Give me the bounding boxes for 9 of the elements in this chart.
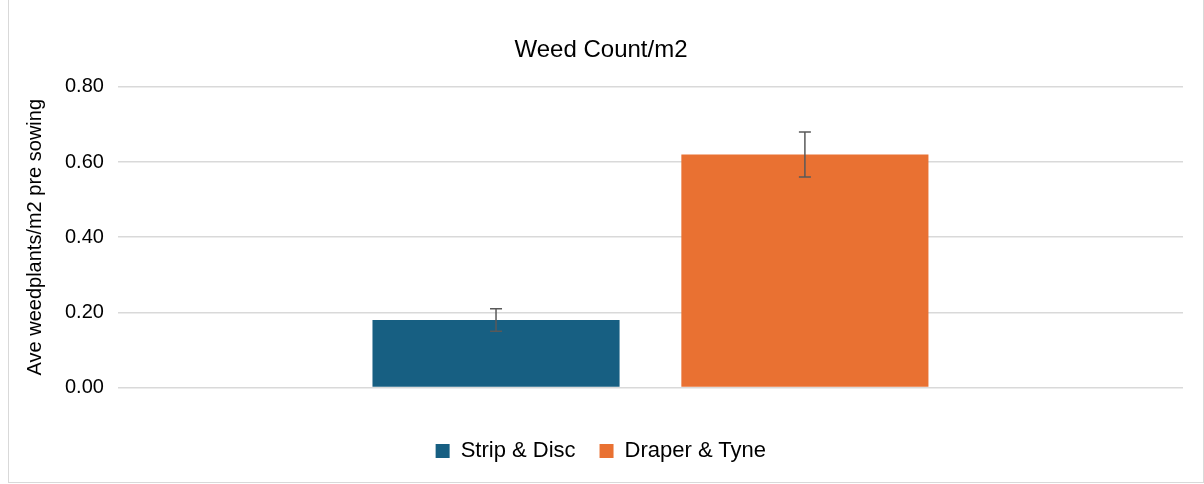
y-tick-label: 0.20 — [64, 299, 104, 322]
chart-title: Weed Count/m2 — [514, 35, 688, 63]
legend-label: Draper & Tyne — [624, 437, 766, 463]
y-tick-label: 0.40 — [64, 224, 104, 247]
y-tick-label: 0.80 — [64, 74, 104, 97]
legend-label: Strip & Disc — [460, 437, 576, 463]
y-tick-label: 0.00 — [64, 375, 104, 398]
y-tick-label: 0.60 — [64, 149, 104, 172]
y-axis-title: Ave weedplants/m2 pre sowing — [22, 98, 45, 376]
